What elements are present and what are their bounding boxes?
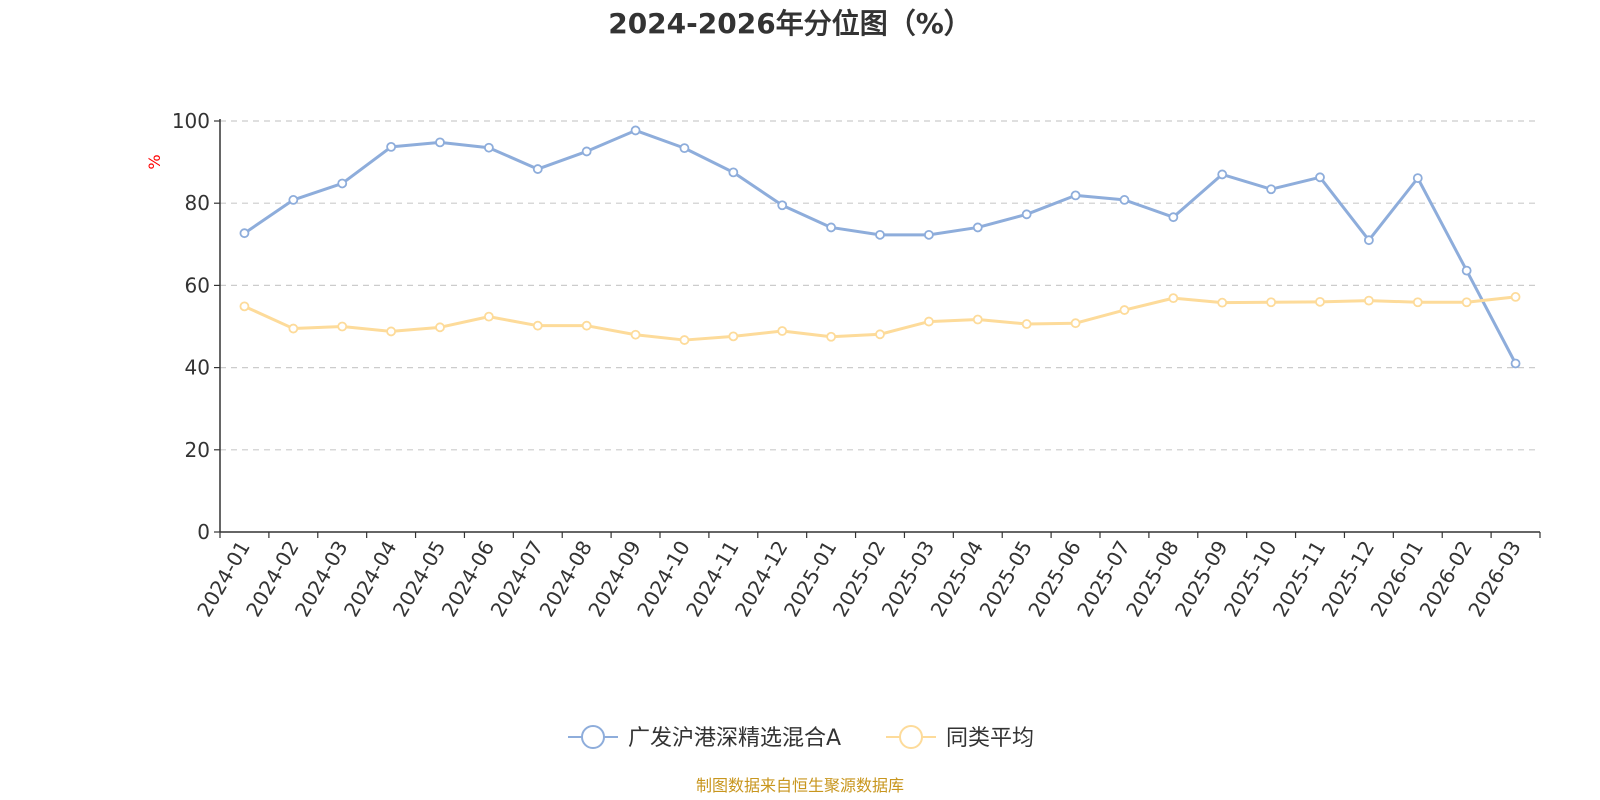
- series-1-point-2024-05: [435, 137, 445, 148]
- series-2-point-2025-03: [923, 316, 934, 327]
- series-1-point-2024-01: [239, 228, 250, 239]
- grid-lines: [220, 120, 1540, 451]
- series-2-point-2025-12: [1363, 295, 1374, 306]
- series-2-point-2025-10: [1266, 297, 1277, 308]
- series-1-point-2025-08: [1168, 212, 1179, 223]
- series-2-point-2024-07: [532, 320, 543, 331]
- y-tick-label-100: 100: [172, 109, 210, 133]
- series-1-point-2025-05: [1021, 209, 1032, 220]
- axes: 0204060801002024-012024-022024-032024-04…: [172, 109, 1541, 621]
- series-1-point-2024-12: [777, 200, 788, 211]
- legend-marker-1: [581, 725, 605, 749]
- series-1-point-2024-06: [483, 142, 494, 153]
- series-2-point-2025-02: [875, 329, 885, 340]
- series-1-point-2024-11: [728, 167, 739, 178]
- series-1-point-2026-03: [1510, 358, 1521, 369]
- y-axis-label: %: [145, 154, 164, 169]
- y-tick-label-20: 20: [185, 438, 210, 462]
- series-2-point-2024-02: [288, 323, 299, 334]
- series-1-point-2026-02: [1461, 265, 1472, 276]
- series-2-point-2024-05: [435, 322, 445, 333]
- series-2-point-2024-06: [483, 311, 494, 322]
- series-1-point-2024-04: [386, 141, 397, 152]
- series-1-point-2025-12: [1363, 235, 1374, 246]
- series-1-point-2025-04: [972, 222, 983, 233]
- series-2-point-2024-10: [679, 335, 690, 345]
- series-1-point-2025-06: [1070, 190, 1081, 201]
- series-1-point-2025-03: [923, 229, 934, 240]
- series-1-point-2025-11: [1315, 172, 1325, 183]
- series-2-point-2024-08: [581, 320, 592, 331]
- series-1-point-2024-07: [532, 164, 543, 174]
- series-1-point-2024-03: [337, 178, 348, 189]
- series-2-point-2025-01: [826, 331, 837, 342]
- series-2-point-2025-08: [1168, 293, 1179, 304]
- series-lines: [239, 125, 1521, 369]
- series-1-point-2025-09: [1217, 169, 1228, 180]
- series-2-point-2025-09: [1217, 297, 1228, 308]
- series-2-point-2025-04: [972, 314, 983, 325]
- series-2-point-2025-05: [1021, 319, 1032, 329]
- series-1-point-2024-02: [288, 195, 299, 205]
- series-1-point-2024-10: [679, 143, 690, 154]
- series-2-point-2024-11: [728, 331, 739, 342]
- legend-marker-2: [899, 725, 923, 749]
- series-1-point-2025-01: [826, 222, 837, 233]
- series-2-point-2026-02: [1461, 297, 1472, 308]
- y-tick-label-60: 60: [185, 273, 210, 297]
- series-2-point-2024-12: [777, 326, 788, 336]
- chart-title: 2024-2026年分位图（%）: [608, 7, 972, 40]
- y-tick-label-0: 0: [197, 520, 210, 544]
- y-tick-label-40: 40: [185, 356, 210, 380]
- source-note: 制图数据来自恒生聚源数据库: [696, 776, 904, 795]
- legend-label-1: 广发沪港深精选混合A: [628, 726, 841, 751]
- series-2-point-2024-01: [239, 301, 250, 312]
- legend: 广发沪港深精选混合A 同类平均: [568, 725, 1034, 751]
- series-2-point-2024-04: [386, 326, 397, 337]
- series-2-point-2025-06: [1070, 318, 1081, 329]
- series-1-point-2025-10: [1266, 184, 1277, 195]
- series-1-point-2024-08: [581, 146, 592, 157]
- series-2-point-2024-03: [337, 321, 348, 332]
- y-tick-label-80: 80: [185, 191, 210, 215]
- series-1-point-2024-09: [630, 125, 641, 136]
- series-2-point-2025-07: [1119, 305, 1130, 315]
- series-2-point-2025-11: [1315, 296, 1325, 307]
- series-1-point-2025-02: [875, 229, 885, 240]
- series-2-point-2026-03: [1510, 292, 1521, 302]
- legend-label-2: 同类平均: [946, 726, 1034, 751]
- series-2-point-2026-01: [1412, 297, 1423, 308]
- series-1-point-2025-07: [1119, 195, 1130, 205]
- series-1-point-2026-01: [1412, 173, 1423, 184]
- series-2-point-2024-09: [630, 329, 641, 340]
